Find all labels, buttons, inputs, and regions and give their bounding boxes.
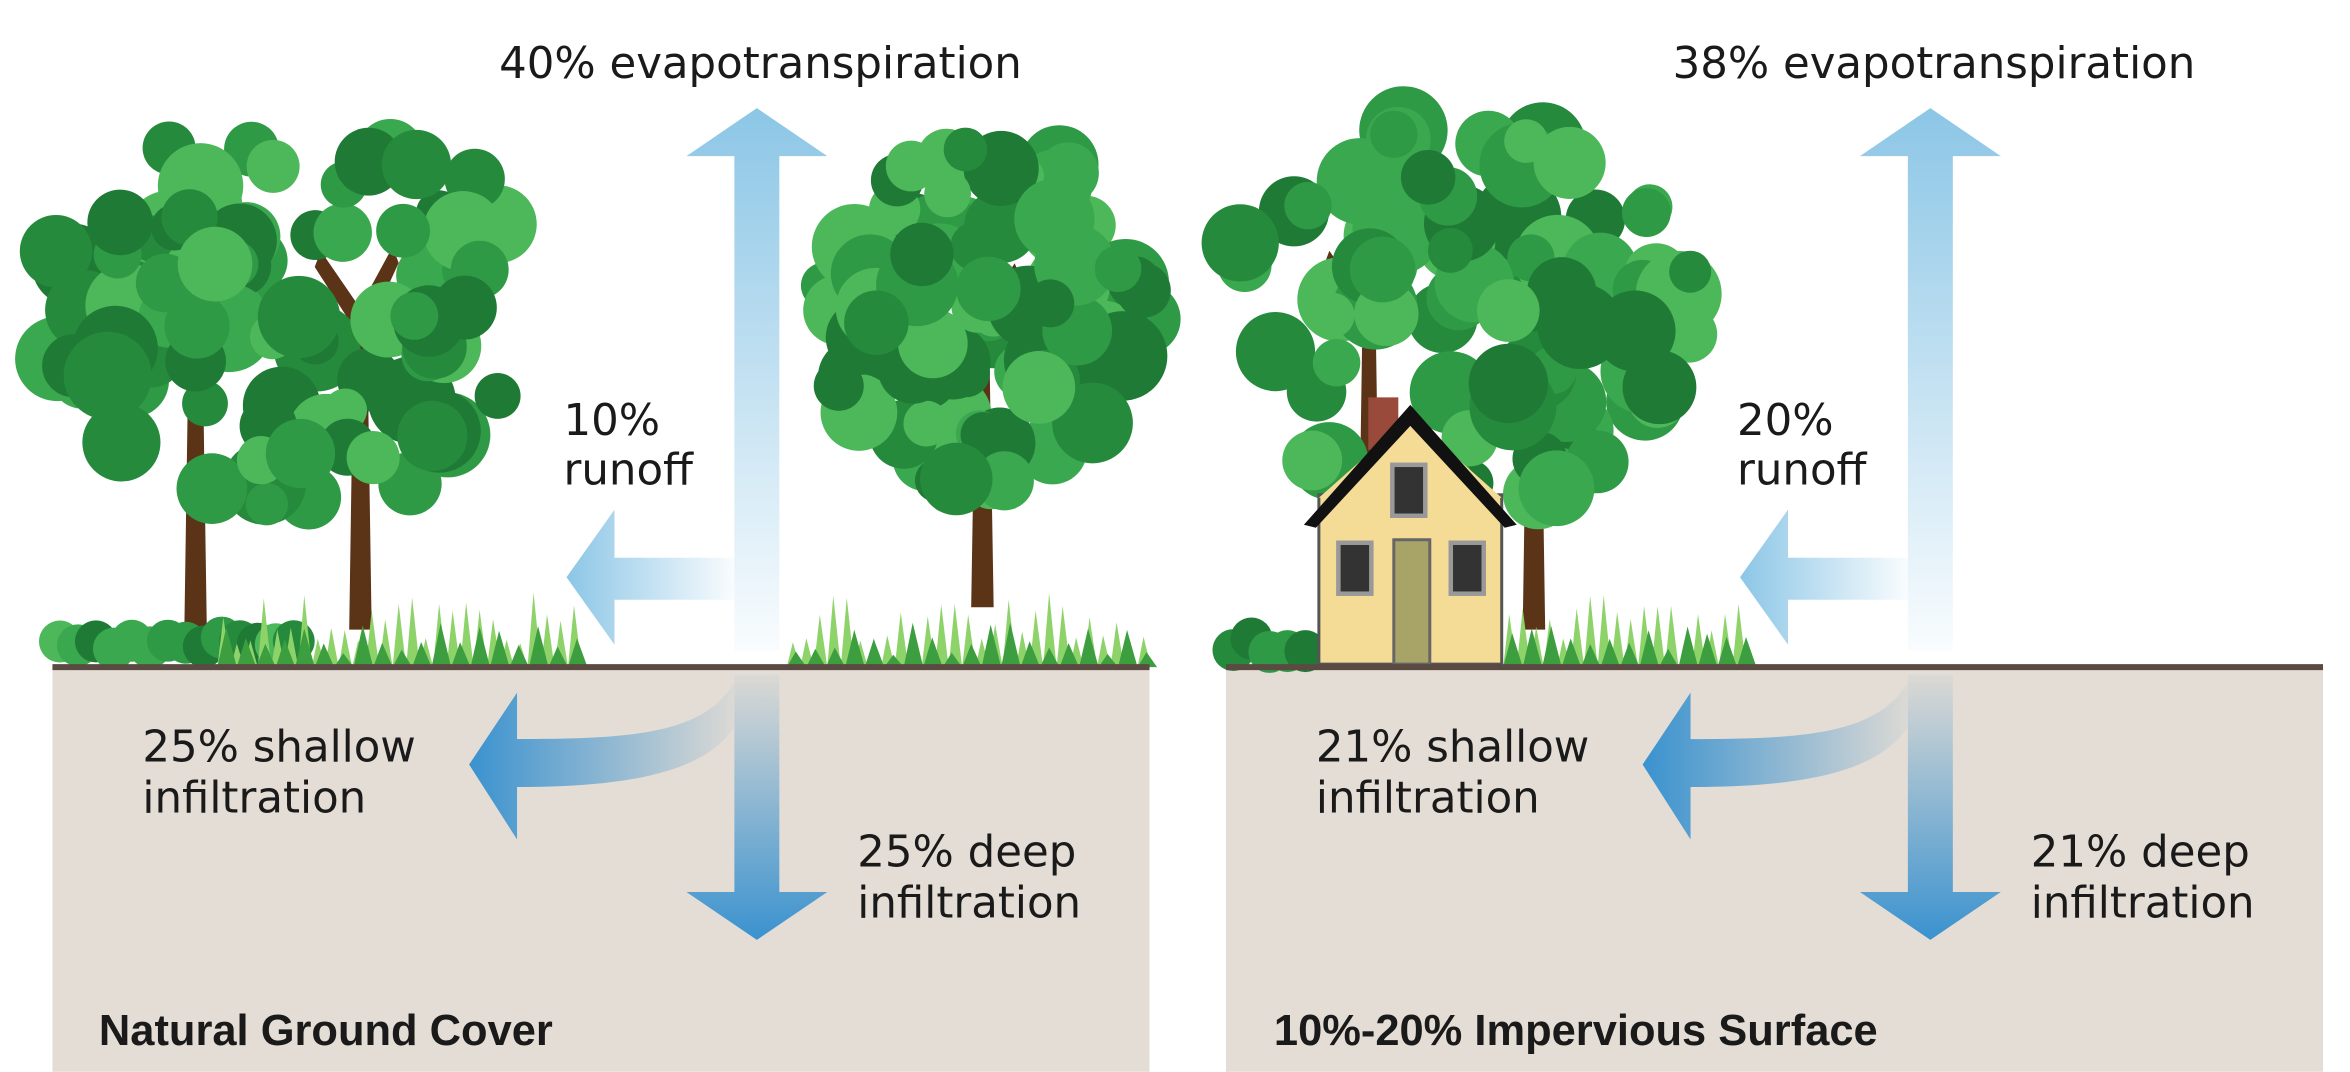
window bbox=[1392, 465, 1425, 516]
tree-leaves bbox=[246, 483, 288, 525]
deep-infiltration-label: infiltration bbox=[2031, 878, 2255, 928]
deep-infiltration-label: infiltration bbox=[857, 878, 1081, 928]
shallow-infiltration-label: 21% shallow bbox=[1316, 723, 1589, 773]
tree-leaves bbox=[1313, 339, 1360, 386]
tree-leaves bbox=[397, 401, 467, 471]
tree-leaves bbox=[20, 215, 92, 287]
tree-leaves bbox=[944, 128, 988, 172]
tree-leaves bbox=[1669, 251, 1711, 293]
tree-leaves bbox=[266, 419, 335, 488]
tree-leaves bbox=[475, 373, 521, 419]
tree-leaves bbox=[1623, 350, 1697, 424]
tree-leaves bbox=[247, 140, 300, 193]
tree-leaves bbox=[1401, 150, 1456, 205]
panel-title: Natural Ground Cover bbox=[99, 1007, 553, 1055]
window bbox=[1338, 543, 1371, 594]
tree-leaves bbox=[903, 401, 949, 447]
shallow-infiltration-label: 25% shallow bbox=[142, 723, 415, 773]
runoff-label: 20% bbox=[1737, 396, 1834, 446]
tree-leaves bbox=[87, 190, 153, 256]
panel: 40% evapotranspiration 10%runoff 25% shall… bbox=[15, 39, 1181, 1072]
shallow-infiltration-label: infiltration bbox=[1316, 774, 1540, 824]
tree-leaves bbox=[1310, 293, 1355, 338]
tree-leaves bbox=[347, 431, 400, 484]
door bbox=[1394, 540, 1430, 664]
tree-leaves bbox=[1370, 111, 1417, 158]
tree-leaves bbox=[1284, 182, 1331, 229]
panel-title: 10%-20% Impervious Surface bbox=[1274, 1007, 1878, 1055]
page: html,body{margin:0;padding:0;background:… bbox=[0, 0, 2350, 1072]
tree-leaves bbox=[1469, 344, 1548, 423]
tree-leaves bbox=[1236, 312, 1315, 391]
tree-leaves bbox=[1477, 279, 1540, 342]
tree-leaves bbox=[814, 361, 864, 411]
evapotranspiration-label: 40% evapotranspiration bbox=[499, 39, 1022, 89]
panel: 38% evapotranspiration 20%runoff 21% shall… bbox=[1202, 39, 2323, 1072]
body: {"panels":[ {"title":"Natural Ground Cov… bbox=[0, 0, 2350, 1072]
tree-leaves bbox=[1537, 283, 1623, 369]
tree-leaves bbox=[1202, 204, 1279, 281]
tree-leaves bbox=[1519, 450, 1595, 526]
runoff-label: 10% bbox=[564, 396, 661, 446]
tree-leaves bbox=[178, 227, 253, 302]
tree-leaves bbox=[924, 171, 971, 218]
tree-leaves bbox=[165, 293, 230, 358]
tree-leaves bbox=[177, 453, 248, 524]
evapotranspiration-label: 38% evapotranspiration bbox=[1673, 39, 2196, 89]
tree-leaves bbox=[1350, 237, 1416, 303]
tree-leaves bbox=[920, 443, 993, 516]
tree-leaves bbox=[313, 203, 371, 261]
tree-leaves bbox=[390, 292, 438, 340]
tree-leaves bbox=[956, 257, 1021, 322]
runoff-arrow bbox=[1740, 510, 1908, 645]
deep-infiltration-label: 25% deep bbox=[857, 827, 1076, 877]
tree-leaves bbox=[1002, 351, 1075, 424]
tree-leaves bbox=[1428, 228, 1473, 273]
shallow-infiltration-label: infiltration bbox=[142, 774, 366, 824]
tree-leaves bbox=[1095, 245, 1142, 292]
tree-leaves bbox=[258, 276, 340, 358]
tree-leaves bbox=[376, 204, 430, 258]
runoff-arrow bbox=[567, 510, 735, 645]
runoff-label: runoff bbox=[1737, 445, 1868, 495]
diagram: 40% evapotranspiration10%runoff25% shall… bbox=[0, 0, 2350, 1072]
tree-leaves bbox=[1534, 127, 1606, 199]
runoff-label: runoff bbox=[564, 445, 695, 495]
tree-leaves bbox=[382, 130, 451, 199]
tree-leaves bbox=[64, 332, 152, 420]
tree-leaves bbox=[1282, 431, 1342, 491]
window bbox=[1451, 543, 1484, 594]
tree-leaves bbox=[1026, 279, 1074, 327]
tree-leaves bbox=[890, 223, 953, 286]
tree-leaves bbox=[844, 290, 908, 354]
tree-leaves bbox=[1622, 188, 1671, 237]
deep-infiltration-label: 21% deep bbox=[2031, 827, 2250, 877]
